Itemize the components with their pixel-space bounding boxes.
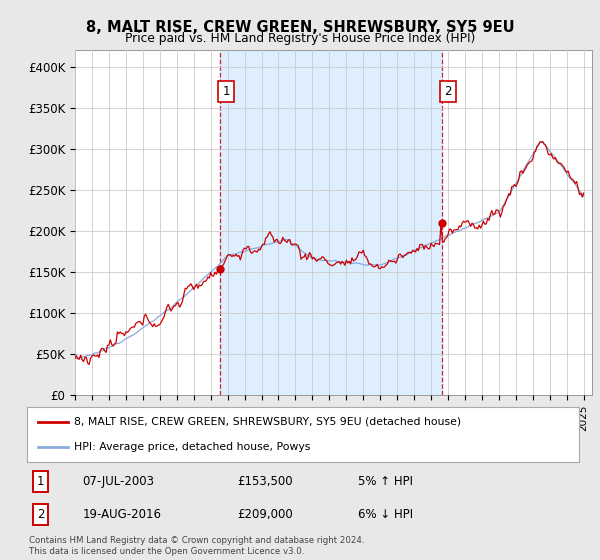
- Text: 8, MALT RISE, CREW GREEN, SHREWSBURY, SY5 9EU (detached house): 8, MALT RISE, CREW GREEN, SHREWSBURY, SY…: [74, 417, 461, 427]
- Bar: [220, 50, 442, 395]
- Text: £153,500: £153,500: [237, 475, 292, 488]
- Text: £209,000: £209,000: [237, 508, 293, 521]
- Text: 19-AUG-2016: 19-AUG-2016: [82, 508, 161, 521]
- Text: 07-JUL-2003: 07-JUL-2003: [82, 475, 154, 488]
- Text: 1: 1: [37, 475, 44, 488]
- Text: 5% ↑ HPI: 5% ↑ HPI: [358, 475, 413, 488]
- Text: 8, MALT RISE, CREW GREEN, SHREWSBURY, SY5 9EU: 8, MALT RISE, CREW GREEN, SHREWSBURY, SY…: [86, 20, 514, 35]
- Text: Price paid vs. HM Land Registry's House Price Index (HPI): Price paid vs. HM Land Registry's House …: [125, 32, 475, 45]
- Text: 2: 2: [444, 85, 452, 98]
- Text: 2: 2: [37, 508, 44, 521]
- Text: 1: 1: [223, 85, 230, 98]
- Text: 6% ↓ HPI: 6% ↓ HPI: [358, 508, 413, 521]
- Text: Contains HM Land Registry data © Crown copyright and database right 2024.
This d: Contains HM Land Registry data © Crown c…: [29, 536, 364, 556]
- Text: HPI: Average price, detached house, Powys: HPI: Average price, detached house, Powy…: [74, 442, 310, 452]
